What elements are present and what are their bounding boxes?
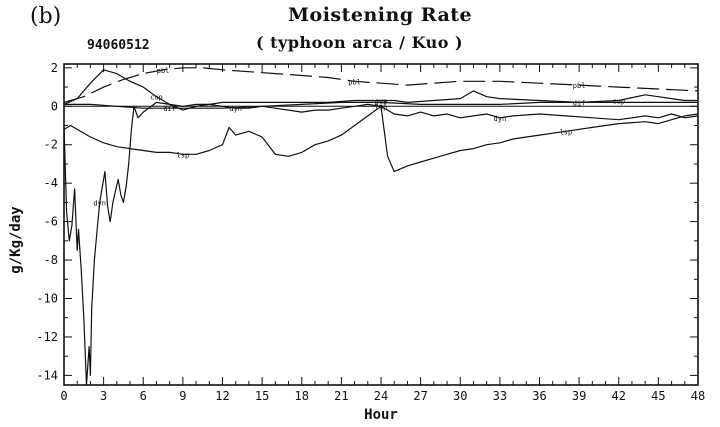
x-tick-label: 30	[453, 389, 467, 403]
series-label-pbl: pbl	[573, 82, 586, 90]
series-label-dyn: dyn	[229, 105, 242, 113]
series-label-cup: cup	[150, 94, 163, 102]
x-tick-label: 9	[179, 389, 186, 403]
series-label-cup: cup	[612, 98, 625, 106]
series-lines	[63, 67, 699, 386]
x-tick-label: 45	[651, 389, 665, 403]
series-label-lsp: lsp	[375, 103, 388, 111]
series-label-dyn: dyn	[93, 199, 106, 207]
x-tick-label: 6	[140, 389, 147, 403]
y-tick-label: -2	[44, 138, 58, 152]
series-label-lsp: lsp	[177, 151, 190, 159]
series-label-dif: dif	[163, 105, 176, 113]
x-tick-label: 24	[374, 389, 388, 403]
chart-title: Moistening Rate	[288, 4, 473, 26]
series-label-dyn: dyn	[494, 115, 507, 123]
x-tick-label: 33	[493, 389, 507, 403]
y-tick-label: -14	[36, 368, 58, 382]
case-id-label: 94060512	[87, 38, 150, 53]
y-tick-label: -10	[36, 292, 58, 306]
x-tick-label: 27	[413, 389, 427, 403]
y-tick-label: -6	[44, 215, 58, 229]
series-line-dif	[64, 101, 698, 109]
panel-label: (b)	[30, 4, 62, 29]
plot-frame	[63, 63, 699, 386]
x-tick-label: 48	[691, 389, 705, 403]
x-tick-label: 39	[572, 389, 586, 403]
series-line-lsp	[63, 105, 699, 173]
x-axis-label: Hour	[364, 407, 398, 423]
y-axis-label: g/Kg/day	[8, 206, 24, 274]
x-tick-label: 21	[334, 389, 348, 403]
chart-subtitle: ( typhoon arca / Kuo )	[256, 33, 464, 52]
series-label-dif: dif	[375, 99, 388, 107]
x-tick-label: 36	[532, 389, 546, 403]
x-tick-label: 0	[60, 389, 67, 403]
y-tick-label: 2	[51, 61, 58, 75]
x-tick-label: 18	[295, 389, 309, 403]
series-label-pbl: pbl	[157, 67, 170, 75]
series-label-lsp: lsp	[560, 128, 573, 136]
y-tick-label: 0	[51, 99, 58, 113]
x-tick-label: 12	[215, 389, 229, 403]
series-line-cup	[63, 69, 698, 107]
x-tick-label: 42	[612, 389, 626, 403]
series-line-dyn	[63, 101, 699, 386]
x-tick-label: 3	[100, 389, 107, 403]
y-tick-label: -4	[44, 176, 58, 190]
x-tick-label: 15	[255, 389, 269, 403]
series-label-cup: cup	[375, 98, 388, 106]
y-tick-label: -8	[44, 253, 58, 267]
series-label-pbl: pbl	[348, 78, 361, 86]
axis-ticks: 0 3 6 9 12 15 18 21 24 27 30 33 36 39 42 45 4820-2-4-6-8…	[36, 61, 705, 403]
series-label-dif: dif	[573, 99, 586, 107]
y-tick-label: -12	[36, 330, 58, 344]
